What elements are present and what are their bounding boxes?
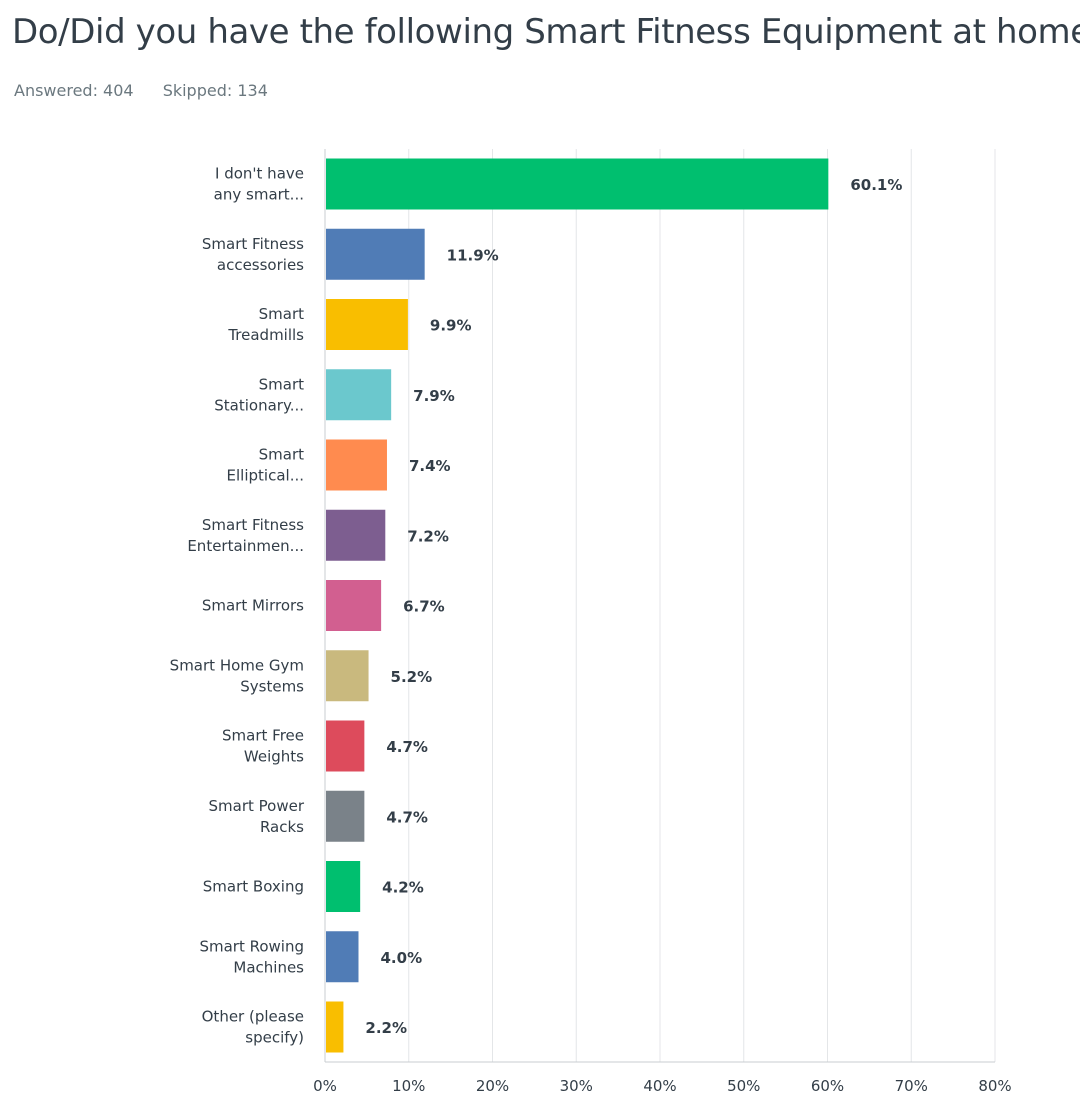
bar[interactable]: [326, 1001, 344, 1053]
bar[interactable]: [326, 299, 408, 350]
category-label: I don't have any smart...: [214, 165, 304, 204]
category-label-line: Elliptical...: [227, 467, 304, 485]
bar-value-label: 4.2%: [382, 879, 424, 897]
axis-layer: 0% 10% 20% 30% 40% 50% 60% 70% 80%: [313, 149, 1012, 1095]
answered-count: Answered: 404: [14, 81, 134, 100]
category-label: Smart Mirrors: [202, 597, 304, 615]
category-label-line: Smart Boxing: [203, 878, 304, 896]
category-label-line: specify): [245, 1029, 304, 1047]
bar[interactable]: [326, 228, 425, 280]
x-tick-label: 10%: [392, 1077, 425, 1095]
bar-value-label: 4.7%: [386, 738, 428, 756]
bar-value-label: 4.0%: [381, 949, 423, 967]
x-tick-label: 70%: [895, 1077, 928, 1095]
bar[interactable]: [326, 720, 365, 772]
bar-value-label: 60.1%: [850, 176, 902, 194]
bar[interactable]: [326, 931, 359, 983]
bar-value-label: 6.7%: [403, 598, 445, 616]
x-tick-label: 30%: [560, 1077, 593, 1095]
category-label: Smart Home Gym Systems: [170, 656, 305, 695]
bar[interactable]: [326, 861, 361, 912]
bar-value-label: 7.2%: [407, 527, 449, 545]
x-tick-label: 0%: [313, 1077, 337, 1095]
category-label-line: Systems: [240, 677, 304, 695]
category-label-line: Entertainmen...: [187, 537, 304, 555]
x-tick-label: 60%: [811, 1077, 844, 1095]
response-summary: Answered: 404 Skipped: 134: [14, 81, 292, 100]
category-label-line: Treadmills: [227, 326, 304, 344]
label-layer: 60.1% I don't have any smart... 11.9% Smart …: [170, 165, 903, 1047]
category-label-line: I don't have: [215, 165, 304, 183]
category-label-line: Smart: [259, 305, 304, 323]
category-label: Smart Treadmills: [227, 305, 304, 344]
category-label-line: Smart Free: [222, 727, 304, 745]
bar-value-label: 9.9%: [430, 317, 472, 335]
category-label-line: Smart Rowing: [199, 937, 304, 955]
category-label-line: Racks: [260, 818, 304, 836]
category-label-line: Smart Fitness: [202, 235, 304, 253]
bar[interactable]: [326, 650, 369, 702]
category-label: Smart Boxing: [203, 878, 304, 896]
bar-value-label: 4.7%: [386, 808, 428, 826]
category-label-line: any smart...: [214, 186, 304, 204]
bar-value-label: 11.9%: [447, 246, 499, 264]
category-label-line: Machines: [233, 958, 304, 976]
bar-layer: [326, 158, 829, 1053]
question-title: Do/Did you have the following Smart Fitn…: [12, 12, 1080, 52]
bar-value-label: 7.4%: [409, 457, 451, 475]
category-label-line: Smart Fitness: [202, 516, 304, 534]
category-label: Smart Fitness accessories: [202, 235, 304, 274]
x-tick-label: 50%: [727, 1077, 760, 1095]
category-label: Smart Rowing Machines: [199, 937, 304, 976]
bar-value-label: 7.9%: [413, 387, 455, 405]
category-label-line: Stationary...: [214, 396, 304, 414]
category-label: Smart Stationary...: [214, 375, 304, 414]
category-label-line: Smart Power: [209, 797, 305, 815]
category-label: Smart Fitness Entertainmen...: [187, 516, 304, 555]
grid-layer: [324, 149, 996, 1062]
category-label-line: Smart: [259, 375, 304, 393]
category-label: Smart Elliptical...: [227, 446, 305, 485]
category-label-line: Weights: [244, 748, 304, 766]
category-label-line: Smart: [259, 446, 304, 464]
x-tick-label: 80%: [978, 1077, 1011, 1095]
category-label: Other (please specify): [202, 1008, 304, 1047]
category-label-line: Smart Home Gym: [170, 656, 304, 674]
bar[interactable]: [326, 439, 387, 491]
category-label-line: Other (please: [202, 1008, 304, 1026]
bar[interactable]: [326, 509, 386, 561]
skipped-count: Skipped: 134: [162, 81, 268, 100]
bar[interactable]: [326, 369, 392, 421]
bar[interactable]: [326, 580, 382, 631]
category-label: Smart Power Racks: [209, 797, 305, 836]
bar[interactable]: [326, 790, 365, 842]
category-label-line: Smart Mirrors: [202, 597, 304, 615]
bar-value-label: 5.2%: [391, 668, 433, 686]
bar[interactable]: [326, 158, 829, 210]
bar-value-label: 2.2%: [365, 1019, 407, 1037]
category-label-line: accessories: [217, 256, 304, 274]
x-tick-label: 20%: [476, 1077, 509, 1095]
x-tick-label: 40%: [643, 1077, 676, 1095]
category-label: Smart Free Weights: [222, 727, 304, 766]
